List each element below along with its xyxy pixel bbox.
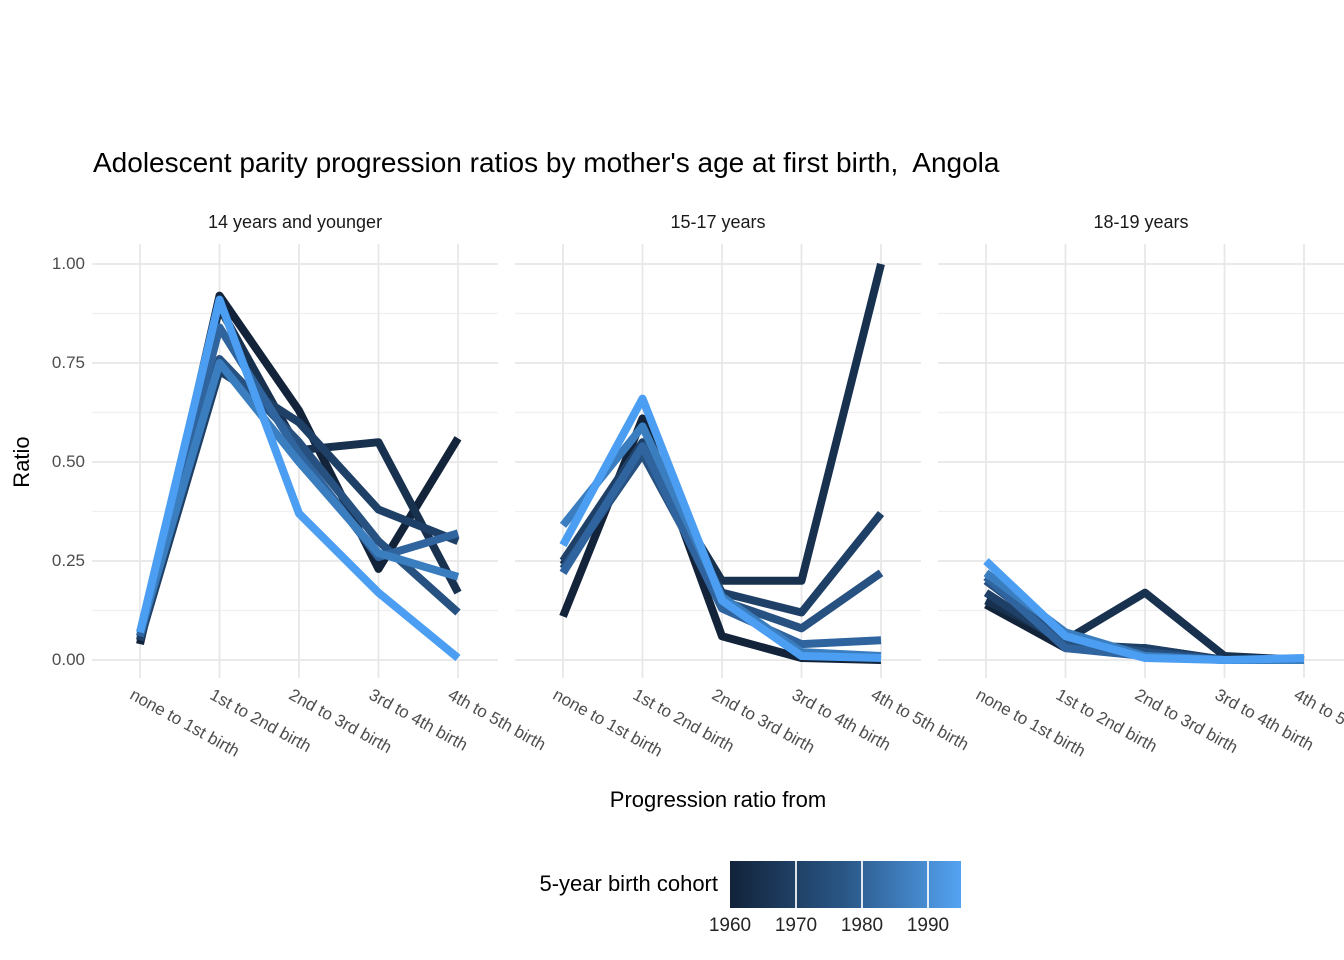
- x-axis-title: Progression ratio from: [609, 787, 827, 812]
- y-tick-label: 0.75: [51, 353, 85, 372]
- series-line-1980: [559, 442, 882, 649]
- y-tick-label: 0.25: [51, 551, 85, 570]
- series-line-1990: [559, 394, 882, 663]
- facet-label: 15-17 years: [670, 212, 766, 232]
- legend-tick-label: 1990: [906, 915, 950, 936]
- legend-tick-line: [927, 861, 929, 908]
- series-line-1980: [136, 323, 460, 638]
- legend-tick-label: 1980: [840, 915, 884, 936]
- y-axis-title: Ratio: [9, 436, 34, 488]
- facet-panel: [983, 558, 1305, 664]
- series-line-1990: [983, 558, 1305, 664]
- series-line-1990: [136, 295, 461, 662]
- y-tick-label: 0.50: [51, 452, 85, 471]
- series-line-1985: [136, 359, 460, 634]
- facet-label: 18-19 years: [1093, 212, 1189, 232]
- facet-panel: [136, 291, 462, 662]
- legend-title: 5-year birth cohort: [539, 871, 718, 896]
- facet-panel: [559, 263, 885, 664]
- legend-gradient-bar: [730, 861, 961, 908]
- legend-tick-line: [861, 861, 863, 908]
- facet-label: 14 years and younger: [207, 212, 383, 232]
- y-tick-label: 0.00: [51, 650, 85, 669]
- legend-tick-label: 1970: [774, 915, 818, 936]
- legend-tick-label: 1960: [708, 915, 752, 936]
- y-tick-label: 1.00: [51, 254, 85, 273]
- chart-title: Adolescent parity progression ratios by …: [93, 147, 1000, 178]
- legend-tick-line: [795, 861, 797, 908]
